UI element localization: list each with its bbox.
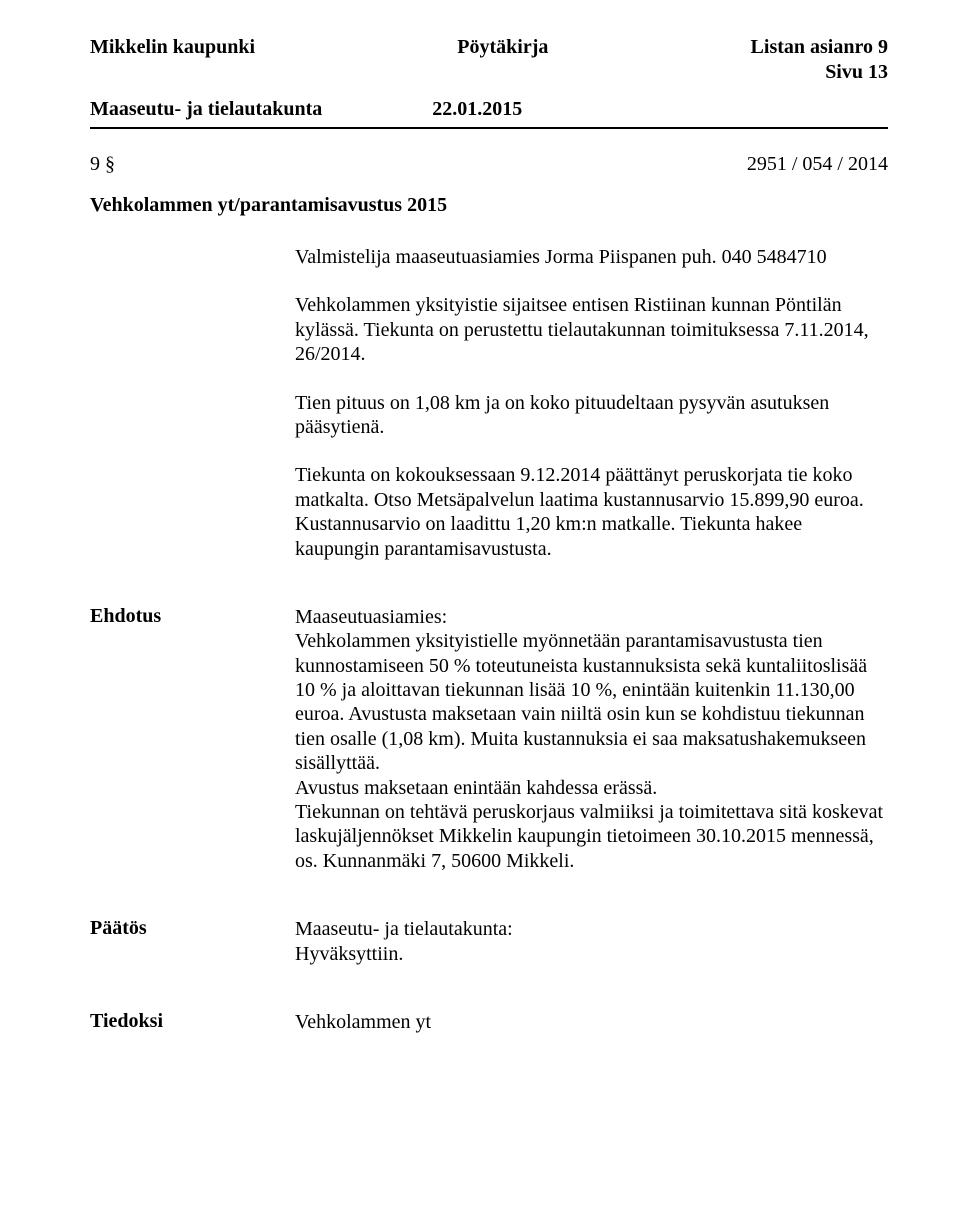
paatos-label: Päätös [90,917,295,940]
page: Mikkelin kaupunki Pöytäkirja Listan asia… [0,0,960,1070]
subheader-row: Maaseutu- ja tielautakunta 22.01.2015 [90,98,888,121]
header-type: Pöytäkirja [255,36,750,59]
item-reference: 2951 / 054 / 2014 [747,153,888,176]
ehdotus-paragraph: Avustus maksetaan enintään kahdessa eräs… [295,776,888,800]
body-block: Valmistelija maaseutuasiamies Jorma Piis… [295,245,888,561]
tiedoksi-label: Tiedoksi [90,1010,295,1033]
paatos-body: Maaseutu- ja tielautakunta: Hyväksyttiin… [295,917,888,966]
body-paragraph: Tien pituus on 1,08 km ja on koko pituud… [295,391,888,440]
paatos-role: Maaseutu- ja tielautakunta: [295,917,888,941]
tiedoksi-body: Vehkolammen yt [295,1010,888,1034]
tiedoksi-section: Tiedoksi Vehkolammen yt [90,1010,888,1034]
header-row: Mikkelin kaupunki Pöytäkirja Listan asia… [90,36,888,59]
header-list-label: Listan asianro 9 [751,36,888,59]
tiedoksi-text: Vehkolammen yt [295,1010,888,1034]
ehdotus-body: Maaseutuasiamies: Vehkolammen yksityisti… [295,605,888,873]
ehdotus-paragraph: Tiekunnan on tehtävä peruskorjaus valmii… [295,800,888,873]
paatos-text: Hyväksyttiin. [295,942,888,966]
item-line: 9 § 2951 / 054 / 2014 [90,153,888,176]
header-org: Mikkelin kaupunki [90,36,255,59]
committee-name: Maaseutu- ja tielautakunta [90,98,322,121]
item-number: 9 § [90,153,115,176]
body-paragraph: Vehkolammen yksityistie sijaitsee entise… [295,293,888,366]
ehdotus-section: Ehdotus Maaseutuasiamies: Vehkolammen yk… [90,605,888,873]
paatos-section: Päätös Maaseutu- ja tielautakunta: Hyväk… [90,917,888,966]
body-paragraph: Tiekunta on kokouksessaan 9.12.2014 päät… [295,463,888,561]
ehdotus-paragraph: Vehkolammen yksityistielle myönnetään pa… [295,629,888,775]
meeting-date: 22.01.2015 [432,98,522,121]
ehdotus-label: Ehdotus [90,605,295,628]
ehdotus-role: Maaseutuasiamies: [295,605,888,629]
divider [90,127,888,129]
body-paragraph: Valmistelija maaseutuasiamies Jorma Piis… [295,245,888,269]
header-page-number: Sivu 13 [90,61,888,84]
document-title: Vehkolammen yt/parantamisavustus 2015 [90,194,888,217]
